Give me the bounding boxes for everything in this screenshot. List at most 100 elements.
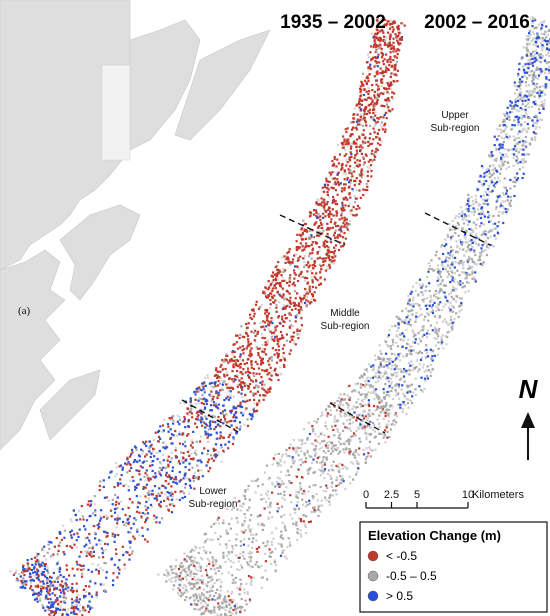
dot (194, 567, 197, 570)
dot (389, 383, 392, 386)
dot (90, 570, 93, 573)
dot (312, 213, 315, 216)
dot (333, 420, 336, 423)
dot (415, 281, 418, 284)
dot (291, 283, 294, 286)
dot (131, 550, 134, 553)
dot (47, 540, 50, 543)
dot (145, 469, 148, 472)
dot (144, 479, 147, 482)
dot (158, 487, 161, 490)
dot (68, 574, 71, 577)
dot (312, 484, 315, 487)
dot (351, 133, 354, 136)
dot (337, 234, 340, 237)
dot (161, 431, 164, 434)
dot (229, 410, 232, 413)
dot (288, 326, 291, 329)
dot (338, 228, 341, 231)
dot (289, 513, 292, 516)
dot (110, 470, 113, 473)
dot (345, 222, 348, 225)
dot (202, 385, 205, 388)
dot (475, 263, 478, 266)
dot (286, 256, 289, 259)
dot (35, 573, 38, 576)
dot (519, 148, 522, 151)
dot (513, 119, 516, 122)
dot (547, 49, 550, 52)
dot (183, 552, 186, 555)
dot (94, 537, 97, 540)
dot (467, 289, 470, 293)
dot (250, 363, 253, 366)
dot (423, 318, 426, 321)
dot (364, 404, 367, 407)
dot (217, 384, 220, 387)
dot (467, 281, 471, 284)
dot (262, 394, 265, 397)
dot (458, 297, 461, 300)
dot (521, 128, 524, 131)
dot (402, 355, 405, 358)
dot (485, 174, 488, 177)
dot (167, 482, 170, 485)
dot (227, 436, 230, 439)
dot (335, 203, 339, 206)
dot (281, 549, 284, 552)
dot (158, 472, 161, 475)
dot (60, 580, 64, 583)
dot (200, 574, 204, 577)
dot (247, 338, 250, 341)
dot (32, 567, 36, 570)
dot (100, 547, 103, 550)
dot (220, 460, 223, 463)
dot (250, 583, 253, 586)
dot (226, 507, 229, 510)
dot (334, 221, 337, 224)
dot (328, 503, 331, 506)
dot (417, 292, 420, 296)
dot (328, 264, 331, 267)
dot (532, 43, 535, 46)
dot (514, 181, 517, 184)
dot (353, 113, 356, 116)
dot (242, 412, 245, 415)
dot (341, 204, 344, 207)
dot (291, 325, 294, 328)
dot (220, 606, 224, 609)
dot (34, 560, 37, 563)
dot (113, 486, 116, 489)
dot (329, 175, 332, 178)
dot (186, 407, 190, 410)
dot (417, 370, 420, 373)
dot (434, 344, 437, 347)
dot (438, 297, 441, 300)
dot (96, 524, 99, 527)
dot (153, 448, 156, 451)
dot (299, 520, 303, 523)
dot (372, 105, 375, 108)
dot (348, 143, 351, 146)
dot (417, 315, 420, 318)
dot (512, 135, 515, 138)
dot (451, 321, 454, 324)
dot (256, 409, 259, 412)
dot (277, 353, 280, 356)
dot (358, 422, 361, 425)
dot (455, 215, 458, 218)
dot (412, 391, 415, 394)
dot (263, 507, 266, 510)
dot (62, 589, 65, 592)
dot (395, 72, 398, 75)
dot (63, 529, 67, 532)
dot (442, 284, 446, 287)
dot (70, 534, 73, 537)
dot (494, 237, 497, 240)
dot (229, 611, 232, 614)
dot (366, 75, 369, 78)
dot (210, 457, 213, 460)
dot (459, 247, 462, 250)
dot (245, 323, 248, 326)
dot (247, 526, 250, 529)
